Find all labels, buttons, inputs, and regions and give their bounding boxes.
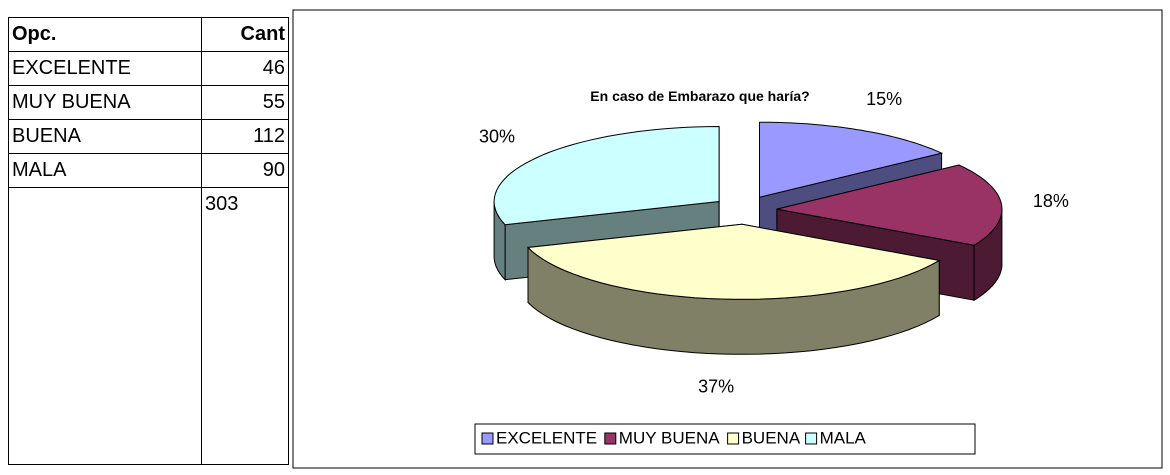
row: EXCELENTE 46 [8, 51, 289, 86]
slice [493, 125, 720, 226]
legend-label: MALA [820, 428, 867, 447]
legend-swatch [481, 432, 494, 445]
legend-swatch [805, 432, 818, 445]
slice [759, 121, 944, 198]
cell: 46 [201, 51, 289, 86]
total-row: 303 [8, 187, 289, 465]
legend: EXCELENTE MUY BUENA BUENA MALA [474, 423, 976, 455]
cell: 112 [201, 119, 289, 154]
slice [526, 223, 941, 300]
data-label: 18% [1033, 191, 1069, 211]
total-cell: 303 [201, 187, 289, 465]
legend-label: BUENA [742, 428, 801, 447]
legend-box [474, 423, 976, 455]
legend-label: EXCELENTE [496, 428, 597, 447]
header-cell: Cant [201, 17, 289, 52]
legend-label: MUY BUENA [619, 428, 720, 447]
row: BUENA 112 [8, 119, 289, 154]
cell: 90 [201, 153, 289, 188]
header-row: Opc. Cant [8, 17, 289, 52]
data-table: Opc. Cant EXCELENTE 46 MUY BUENA 55 BUENA 11… [8, 17, 289, 465]
cell: MALA [8, 153, 202, 188]
slice [776, 164, 1003, 246]
legend-swatch [727, 432, 740, 445]
header-cell: Opc. [8, 17, 202, 52]
row: MUY BUENA 55 [8, 85, 289, 120]
legend-swatch [604, 432, 617, 445]
data-label: 30% [479, 126, 515, 146]
data-label: 15% [866, 89, 902, 109]
cell: BUENA [8, 119, 202, 154]
cell: 55 [201, 85, 289, 120]
row: MALA 90 [8, 153, 289, 188]
cell [8, 187, 202, 465]
chart-title: En caso de Embarazo que haría? [590, 88, 809, 104]
data-label: 37% [698, 376, 734, 396]
